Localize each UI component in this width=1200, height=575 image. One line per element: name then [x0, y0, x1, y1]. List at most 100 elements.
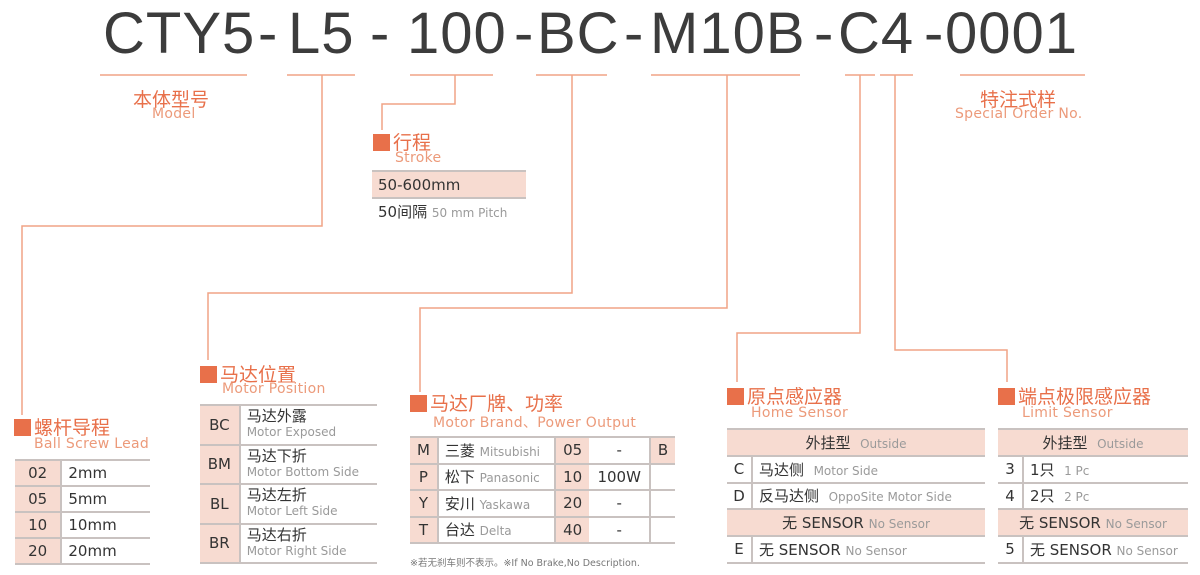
brake-cell	[649, 489, 675, 518]
sensor-code: 3	[1005, 460, 1015, 479]
table-row: 05 5mm	[15, 485, 150, 513]
code-brand: M10B	[650, 1, 806, 66]
position-code: BC	[209, 415, 230, 434]
limit-title: 端点极限感应器	[998, 382, 1151, 409]
table-row: 20 20mm	[15, 537, 150, 565]
position-title: 马达位置	[200, 360, 296, 387]
brand-name-cell: 安川 Yaskawa	[437, 489, 556, 518]
pitch-cn: 50间隔	[378, 203, 428, 221]
table-row: E 无 SENSOR No Sensor	[727, 534, 985, 564]
none-en: No Sensor	[868, 516, 930, 531]
code-cell: BL	[200, 483, 241, 525]
brake-cell	[649, 515, 675, 544]
power-cell: -	[589, 515, 651, 544]
code-cell: 5	[998, 534, 1024, 564]
position-cn: 马达左折	[246, 486, 307, 505]
table-row: 4 2只 2 Pc	[998, 481, 1188, 510]
position-table: BC 马达外露 Motor Exposed BM 马达下折 Motor Bottom Si…	[200, 404, 377, 564]
stroke-table: 50-600mm	[372, 170, 526, 199]
outside-cn: 外挂型	[1042, 434, 1088, 452]
sensor-en: OppoSite Motor Side	[828, 490, 952, 505]
lead-value: 10mm	[68, 516, 117, 534]
table-row: 02 2mm	[15, 459, 150, 487]
table-row: BM 马达下折 Motor Bottom Side	[200, 443, 377, 485]
code-cell: D	[727, 481, 753, 510]
power-cell: -	[589, 489, 651, 518]
lead-code: 10	[28, 516, 48, 534]
bullet-square-icon	[14, 419, 31, 436]
sensor-en: No Sensor	[1116, 543, 1178, 558]
brand-subtitle: Motor Brand、Power Output	[433, 415, 637, 431]
brand-table: M 三菱 Mitsubishi 05 - B P 松下 Panasonic 10 100W Y 安川…	[410, 436, 675, 544]
table-row: C 马达侧 Motor Side	[727, 455, 985, 484]
brand-cn: 松下	[444, 468, 475, 487]
sensor-en: 2 Pc	[1064, 490, 1090, 505]
power-code: 20	[563, 494, 583, 513]
table-row: 10 10mm	[15, 511, 150, 539]
desc-cell: 反马达侧 OppoSite Motor Side	[752, 481, 985, 510]
power-value: 100W	[597, 467, 641, 486]
outside-cn: 外挂型	[805, 434, 851, 452]
table-row: BC 马达外露 Motor Exposed	[200, 404, 377, 446]
power-code-cell: 05	[554, 436, 590, 465]
brake-code: B	[657, 441, 669, 460]
brand-title: 马达厂牌、功率	[410, 389, 563, 416]
desc-cell: 1只 1 Pc	[1023, 455, 1188, 484]
value-cell: 5mm	[61, 485, 150, 513]
code-sep: -	[814, 1, 835, 66]
brand-code: Y	[418, 494, 428, 513]
power-code: 10	[563, 467, 583, 486]
value-cell: 2mm	[61, 459, 150, 487]
position-cn: 马达右折	[246, 525, 307, 544]
no-sensor-header: 无 SENSOR No Sensor	[998, 508, 1188, 537]
brand-title-text: 马达厂牌、功率	[430, 393, 564, 415]
outside-en: Outside	[860, 437, 907, 451]
code-cell: BC	[200, 404, 241, 446]
code-sep: -	[624, 1, 645, 66]
code-cell: 10	[15, 511, 63, 539]
stroke-pitch: 50间隔 50 mm Pitch	[378, 204, 507, 222]
desc-cell: 马达下折 Motor Bottom Side	[239, 443, 377, 485]
sensor-code: D	[733, 486, 745, 505]
position-cn: 马达外露	[246, 407, 307, 426]
home-table: 外挂型 Outside C 马达侧 Motor Side D 反马达侧 OppoSite…	[727, 428, 985, 564]
sensor-cn: 反马达侧	[759, 487, 820, 506]
no-sensor-header-row: 无 SENSOR No Sensor	[727, 508, 985, 537]
power-code: 40	[563, 520, 583, 539]
sensor-cn: 2只	[1030, 487, 1055, 506]
power-value: -	[616, 494, 622, 513]
pitch-en: 50 mm Pitch	[431, 206, 508, 220]
sensor-en: 1 Pc	[1064, 463, 1090, 478]
special-subtitle: Special Order No.	[955, 106, 1083, 122]
power-code-cell: 20	[554, 489, 590, 518]
outside-header-row: 外挂型 Outside	[998, 428, 1188, 457]
position-en: Motor Bottom Side	[246, 464, 359, 479]
bullet-square-icon	[373, 134, 390, 151]
limit-subtitle: Limit Sensor	[1022, 405, 1113, 421]
lead-subtitle: Ball Screw Lead	[34, 436, 150, 452]
sensor-code: 4	[1005, 486, 1015, 505]
sensor-code: E	[734, 540, 744, 558]
outside-header: 外挂型 Outside	[998, 428, 1188, 457]
power-code: 05	[563, 441, 583, 460]
code-stroke: 100	[407, 1, 507, 66]
brand-name-cell: 三菱 Mitsubishi	[437, 436, 556, 465]
code-sep: -	[514, 1, 535, 66]
table-row: D 反马达侧 OppoSite Motor Side	[727, 481, 985, 510]
position-en: Motor Left Side	[246, 504, 338, 519]
code-cell: Y	[410, 489, 439, 518]
position-title-text: 马达位置	[220, 364, 297, 386]
brand-cn: 台达	[444, 521, 475, 540]
sensor-code: 5	[1005, 540, 1015, 558]
lead-table: 02 2mm 05 5mm 10 10mm 20 20mm	[15, 459, 150, 565]
position-en: Motor Right Side	[246, 543, 347, 558]
desc-cell: 马达右折 Motor Right Side	[239, 522, 377, 564]
none-cn: 无 SENSOR	[1019, 513, 1101, 532]
sensor-en: Motor Side	[813, 463, 879, 478]
code-sep: -	[924, 1, 945, 66]
table-row: 3 1只 1 Pc	[998, 455, 1188, 484]
position-en: Motor Exposed	[246, 425, 337, 440]
none-cn: 无 SENSOR	[782, 513, 864, 532]
